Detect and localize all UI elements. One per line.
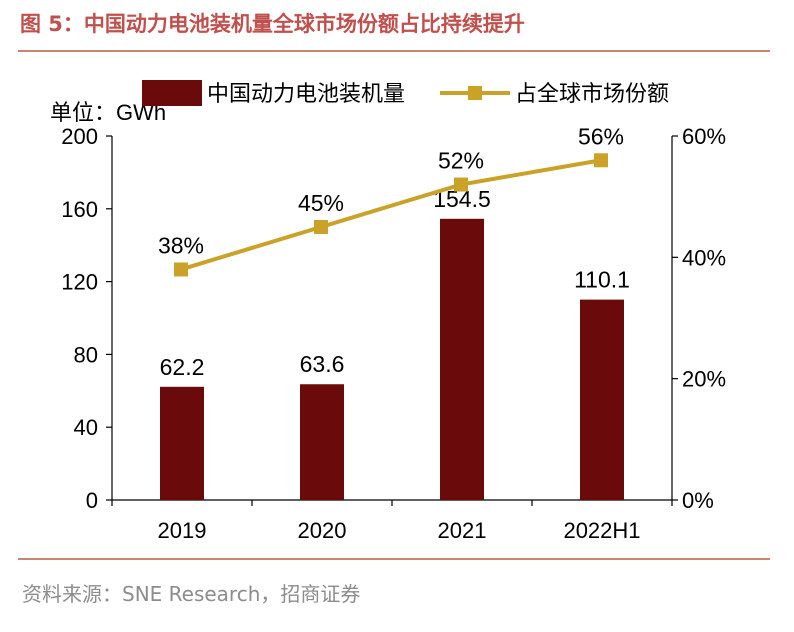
chart: 0 40 80 120 160 200 0% 20% 40% 60% 2019 2020 2021 202…	[50, 80, 726, 543]
share-line	[180, 158, 602, 272]
bar-data-label: 110.1	[574, 267, 630, 293]
y-right-tick-label: 0%	[682, 488, 714, 513]
bar	[580, 299, 624, 500]
legend-bar-label: 中国动力电池装机量	[207, 81, 405, 106]
y-right-tick-label: 20%	[682, 367, 726, 392]
x-tick-label: 2021	[438, 518, 487, 543]
y-right-tick-label: 40%	[682, 245, 726, 270]
line-data-label: 45%	[298, 190, 344, 216]
title-rule	[18, 50, 770, 52]
legend: 中国动力电池装机量 占全球市场份额	[142, 80, 669, 106]
legend-bar-swatch	[142, 80, 202, 106]
line-point	[314, 220, 328, 234]
line-series: 38% 45% 52% 56%	[158, 123, 624, 277]
source-note: 资料来源：SNE Research，招商证券	[22, 582, 361, 606]
x-tick-label: 2020	[298, 518, 347, 543]
bar	[300, 384, 344, 500]
line-data-label: 56%	[578, 123, 624, 149]
bar	[440, 218, 484, 500]
line-point	[174, 262, 188, 277]
y-left-tick-label: 160	[61, 197, 98, 222]
line-point	[454, 177, 468, 192]
line-point	[594, 153, 608, 168]
bar-data-label: 62.2	[160, 354, 205, 380]
y-left-tick-label: 80	[74, 342, 98, 367]
y-left-tick-label: 120	[61, 270, 98, 295]
source-rule	[18, 558, 770, 560]
y-left-tick-label: 0	[86, 488, 98, 513]
line-data-label: 52%	[438, 148, 484, 174]
figure-title: 图 5：中国动力电池装机量全球市场份额占比持续提升	[20, 12, 525, 36]
y-right-tick-label: 60%	[682, 124, 726, 149]
y-left-tick-label: 40	[74, 415, 98, 440]
legend-line-marker	[468, 86, 482, 100]
x-tick-label: 2019	[158, 518, 207, 543]
line-data-label: 38%	[158, 232, 204, 258]
x-tick-label: 2022H1	[563, 518, 640, 543]
bar	[160, 386, 204, 500]
legend-line-label: 占全球市场份额	[515, 81, 669, 106]
axes: 0 40 80 120 160 200 0% 20% 40% 60% 2019 2020 2021 202…	[50, 100, 726, 543]
bar-data-label: 63.6	[300, 351, 345, 377]
y-left-tick-label: 200	[61, 124, 98, 149]
